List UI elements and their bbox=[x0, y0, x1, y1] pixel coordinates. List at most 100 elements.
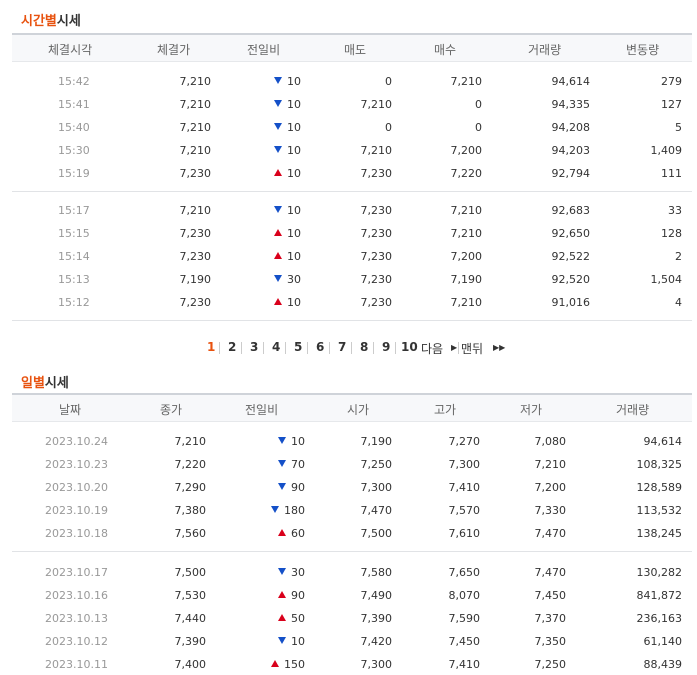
low-price: 7,470 bbox=[534, 566, 567, 579]
volume: 92,522 bbox=[551, 250, 591, 263]
change-cell: 30 bbox=[274, 273, 301, 286]
volume: 94,335 bbox=[551, 98, 591, 111]
table-row: 2023.10.13 7,440 50 7,390 7,590 7,370 236,163 bbox=[12, 607, 692, 630]
trade-date: 2023.10.16 bbox=[45, 589, 108, 602]
page-link[interactable]: 10 bbox=[401, 340, 418, 354]
table-row: 15:19 7,230 10 7,230 7,220 92,794 111 bbox=[12, 162, 692, 185]
daily-price-header: 날짜 종가 전일비 시가 고가 저가 거래량 bbox=[12, 393, 692, 422]
row-spacer bbox=[12, 192, 692, 199]
change-cell: 50 bbox=[278, 612, 305, 625]
volume: 130,282 bbox=[636, 566, 683, 579]
ask-price: 0 bbox=[385, 75, 392, 88]
volume: 94,614 bbox=[643, 435, 683, 448]
header-low: 저가 bbox=[520, 403, 543, 417]
change-cell: 10 bbox=[274, 296, 301, 309]
page-current[interactable]: 1 bbox=[207, 340, 216, 354]
high-price: 7,610 bbox=[448, 527, 481, 540]
volume: 92,650 bbox=[551, 227, 591, 240]
change-cell: 10 bbox=[274, 98, 301, 111]
change-value: 60 bbox=[291, 527, 305, 540]
double-caret-right-icon: ▶▶ bbox=[493, 343, 506, 352]
trade-date: 2023.10.24 bbox=[45, 435, 108, 448]
bid-price: 0 bbox=[475, 98, 482, 111]
change-value: 10 bbox=[287, 144, 301, 157]
daily-price-body: 2023.10.24 7,210 10 7,190 7,270 7,080 94,614 20… bbox=[12, 422, 692, 675]
volume-delta: 279 bbox=[661, 75, 682, 88]
high-price: 7,270 bbox=[448, 435, 481, 448]
table-row: 15:17 7,210 10 7,230 7,210 92,683 33 bbox=[12, 199, 692, 222]
low-price: 7,450 bbox=[534, 589, 567, 602]
group-divider bbox=[12, 191, 692, 192]
page-link[interactable]: 2 bbox=[228, 340, 237, 354]
change-value: 10 bbox=[287, 167, 301, 180]
bid-price: 7,200 bbox=[450, 250, 483, 263]
page-link[interactable]: 9 bbox=[382, 340, 391, 354]
volume: 128,589 bbox=[636, 481, 683, 494]
change-value: 10 bbox=[287, 75, 301, 88]
page-divider bbox=[395, 342, 396, 354]
open-price: 7,490 bbox=[360, 589, 393, 602]
table-row: 2023.10.11 7,400 150 7,300 7,410 7,250 88,439 bbox=[12, 653, 692, 675]
page-divider bbox=[263, 342, 264, 354]
header-volume: 거래량 bbox=[616, 403, 650, 417]
header-high: 고가 bbox=[434, 403, 457, 417]
next-page-label: 다음 bbox=[421, 342, 444, 356]
time-price-table: 체결시각 체결가 전일비 매도 매수 거래량 변동량 15:42 7,210 10 0… bbox=[12, 33, 692, 321]
table-row: 2023.10.24 7,210 10 7,190 7,270 7,080 94,614 bbox=[12, 430, 692, 453]
page-link[interactable]: 7 bbox=[338, 340, 347, 354]
open-price: 7,190 bbox=[360, 435, 393, 448]
trade-time: 15:40 bbox=[58, 121, 90, 134]
page-link[interactable]: 3 bbox=[250, 340, 259, 354]
time-price-title-accent: 시간별 bbox=[21, 14, 57, 29]
page-link[interactable]: 6 bbox=[316, 340, 325, 354]
close-price: 7,290 bbox=[174, 481, 207, 494]
triangle-up-icon bbox=[278, 591, 286, 598]
change-cell: 90 bbox=[278, 481, 305, 494]
page-link[interactable]: 8 bbox=[360, 340, 369, 354]
change-cell: 10 bbox=[274, 121, 301, 134]
high-price: 8,070 bbox=[448, 589, 481, 602]
table-row: 15:15 7,230 10 7,230 7,210 92,650 128 bbox=[12, 222, 692, 245]
triangle-up-icon bbox=[274, 298, 282, 305]
volume-delta: 1,504 bbox=[650, 273, 683, 286]
change-value: 150 bbox=[284, 658, 305, 671]
page-link[interactable]: 5 bbox=[294, 340, 303, 354]
trade-time: 15:14 bbox=[58, 250, 90, 263]
ask-price: 7,210 bbox=[360, 98, 393, 111]
change-cell: 10 bbox=[278, 435, 305, 448]
trade-time: 15:19 bbox=[58, 167, 90, 180]
table-row: 2023.10.19 7,380 180 7,470 7,570 7,330 113,532 bbox=[12, 499, 692, 522]
header-volume: 거래량 bbox=[528, 43, 562, 57]
change-value: 10 bbox=[291, 435, 305, 448]
bid-price: 7,210 bbox=[450, 75, 483, 88]
page-divider bbox=[285, 342, 286, 354]
open-price: 7,300 bbox=[360, 658, 393, 671]
table-row: 15:13 7,190 30 7,230 7,190 92,520 1,504 bbox=[12, 268, 692, 291]
last-page-link[interactable]: 맨뒤 bbox=[461, 340, 483, 357]
open-price: 7,300 bbox=[360, 481, 393, 494]
volume: 92,683 bbox=[551, 204, 591, 217]
table-row: 2023.10.16 7,530 90 7,490 8,070 7,450 841,872 bbox=[12, 584, 692, 607]
time-price-title-rest: 시세 bbox=[56, 14, 81, 29]
header-ask: 매도 bbox=[344, 43, 367, 57]
page-link[interactable]: 4 bbox=[272, 340, 281, 354]
change-value: 70 bbox=[291, 458, 305, 471]
trade-time: 15:15 bbox=[58, 227, 90, 240]
change-cell: 30 bbox=[278, 566, 305, 579]
low-price: 7,330 bbox=[534, 504, 567, 517]
volume: 94,614 bbox=[551, 75, 591, 88]
change-cell: 10 bbox=[274, 250, 301, 263]
bid-price: 0 bbox=[475, 121, 482, 134]
next-page-link[interactable]: 다음 bbox=[421, 340, 443, 357]
trade-price: 7,210 bbox=[179, 121, 212, 134]
volume-delta: 4 bbox=[675, 296, 682, 309]
row-spacer bbox=[12, 62, 692, 70]
bid-price: 7,210 bbox=[450, 204, 483, 217]
page-divider bbox=[458, 342, 459, 354]
change-value: 180 bbox=[284, 504, 305, 517]
triangle-down-icon bbox=[274, 275, 282, 282]
triangle-up-icon bbox=[278, 529, 286, 536]
trade-time: 15:13 bbox=[58, 273, 90, 286]
group-divider bbox=[12, 551, 692, 552]
trade-price: 7,210 bbox=[179, 144, 212, 157]
